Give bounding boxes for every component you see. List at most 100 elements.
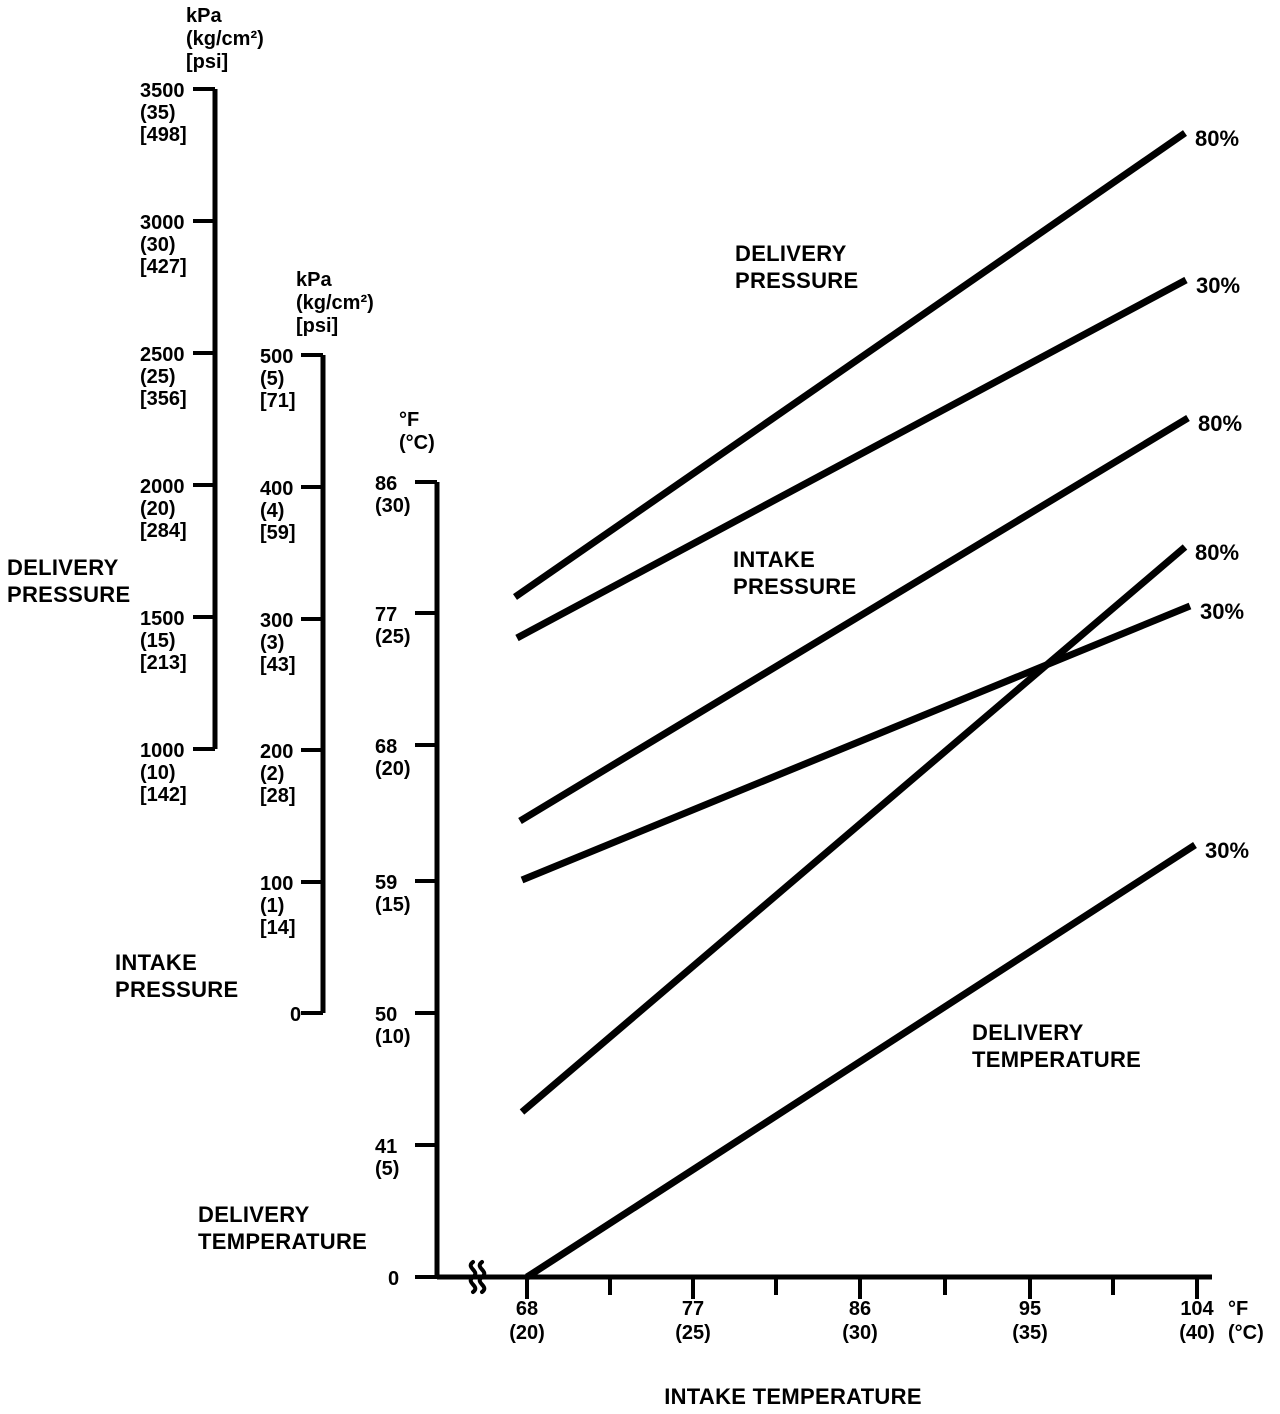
tick-label: 200 — [260, 741, 293, 763]
tick-label: 2000 — [140, 476, 185, 498]
tick-label: (25) — [675, 1322, 711, 1344]
x-axis: 68(20) 77(25) 86(30) 95(35) 104(40) °F(°C) — [437, 1260, 1264, 1344]
delivery-temperature-30: 30% — [525, 838, 1249, 1280]
delivery-temperature-plot-label: DELIVERY TEMPERATURE — [972, 1020, 1142, 1072]
tick-label: 77 — [375, 604, 397, 626]
x-axis-title: INTAKE TEMPERATURE — [664, 1384, 922, 1409]
axis-unit-header: °F — [1228, 1298, 1248, 1320]
tick-label: 3000 — [140, 212, 185, 234]
tick-label: (10) — [375, 1026, 411, 1048]
axis-unit-header: °F — [399, 409, 419, 431]
tick-label: [284] — [140, 520, 187, 542]
tick-label: 0 — [388, 1268, 399, 1290]
tick-label: 300 — [260, 610, 293, 632]
tick-label: (35) — [140, 102, 176, 124]
delivery-pressure-30: 30% — [515, 273, 1240, 642]
tick-label: [28] — [260, 785, 296, 807]
axis-unit-header: (°C) — [399, 432, 435, 454]
tick-label: (40) — [1179, 1322, 1215, 1344]
tick-label: [71] — [260, 390, 296, 412]
delivery-temperature-80: 80% — [519, 540, 1239, 1115]
axis-unit-header: [psi] — [186, 51, 228, 73]
intake-pressure-30-line — [520, 602, 1192, 884]
intake-pressure-80-line — [518, 415, 1190, 824]
delivery-temperature-axis-title: DELIVERY TEMPERATURE — [198, 1202, 368, 1254]
tick-label: (20) — [509, 1322, 545, 1344]
tick-label: (15) — [140, 630, 176, 652]
tick-label: (10) — [140, 762, 176, 784]
delivery-pressure-scale: kPa(kg/cm²)[psi]3500(35)[498] 3000(30)[42… — [140, 5, 264, 806]
intake-pressure-30: 30% — [520, 599, 1244, 884]
tick-label: [213] — [140, 652, 187, 674]
tick-label: 68 — [375, 736, 397, 758]
delivery-pressure-axis-title: DELIVERY PRESSURE — [7, 555, 131, 607]
tick-label: [142] — [140, 784, 187, 806]
intake-pressure-axis-title: INTAKE PRESSURE — [115, 950, 239, 1002]
tick-label: (25) — [375, 626, 411, 648]
tick-label: 41 — [375, 1136, 397, 1158]
tick-label: [59] — [260, 522, 296, 544]
axis-break-icon — [468, 1260, 478, 1294]
intake-pressure-plot-label: INTAKE PRESSURE — [733, 547, 857, 599]
delivery-pressure-30-label: 30% — [1196, 273, 1240, 298]
tick-label: 86 — [375, 473, 397, 495]
delivery-temperature-30-line — [525, 842, 1197, 1280]
tick-label: [427] — [140, 256, 187, 278]
tick-label: (20) — [140, 498, 176, 520]
tick-label: 86 — [849, 1298, 871, 1320]
tick-label: 77 — [682, 1298, 704, 1320]
tick-label: (2) — [260, 763, 284, 785]
tick-label: [14] — [260, 917, 296, 939]
tick-label: 1500 — [140, 608, 185, 630]
tick-label: (1) — [260, 895, 284, 917]
intake-pressure-scale: kPa(kg/cm²)[psi]500(5)[71]400(4)[59]300(… — [260, 269, 374, 1026]
tick-label: (30) — [140, 234, 176, 256]
intake-pressure-80: 80% — [518, 411, 1242, 824]
tick-label: 95 — [1019, 1298, 1041, 1320]
tick-label: [43] — [260, 654, 296, 676]
tick-label: 68 — [516, 1298, 538, 1320]
axis-unit-header: (°C) — [1228, 1322, 1264, 1344]
delivery-pressure-80-line — [513, 130, 1187, 600]
axis-break-icon — [477, 1260, 487, 1294]
delivery-pressure-80-label: 80% — [1195, 126, 1239, 151]
tick-label: (3) — [260, 632, 284, 654]
tick-label: (25) — [140, 366, 176, 388]
tick-label: (5) — [260, 368, 284, 390]
tick-label: 2500 — [140, 344, 185, 366]
delivery-temperature-80-line — [519, 544, 1188, 1115]
delivery-temperature-30-label: 30% — [1205, 838, 1249, 863]
axis-unit-header: kPa — [186, 5, 222, 27]
delivery-temperature-scale: °F(°C)86(30) 77(25) 68(20) 59(15) 50(10) 41(5… — [375, 409, 440, 1290]
tick-label: 500 — [260, 346, 293, 368]
tick-label: (15) — [375, 894, 411, 916]
tick-label: 59 — [375, 872, 397, 894]
intake-pressure-30-label: 30% — [1200, 599, 1244, 624]
tick-label: 3500 — [140, 80, 185, 102]
delivery-temperature-80-label: 80% — [1195, 540, 1239, 565]
tick-label: (5) — [375, 1158, 399, 1180]
tick-label: (30) — [842, 1322, 878, 1344]
tick-label: 400 — [260, 478, 293, 500]
tick-label: 1000 — [140, 740, 185, 762]
tick-label: [498] — [140, 124, 187, 146]
tick-label: (35) — [1012, 1322, 1048, 1344]
delivery-pressure-80: 80% — [513, 126, 1239, 600]
tick-label: 50 — [375, 1004, 397, 1026]
delivery-pressure-plot-label: DELIVERY PRESSURE — [735, 241, 859, 293]
axis-unit-header: kPa — [296, 269, 332, 291]
axis-unit-header: [psi] — [296, 315, 338, 337]
tick-label: (30) — [375, 495, 411, 517]
tick-label: 100 — [260, 873, 293, 895]
tick-label: (4) — [260, 500, 284, 522]
axis-unit-header: (kg/cm²) — [186, 28, 264, 50]
intake-pressure-80-label: 80% — [1198, 411, 1242, 436]
tick-label: [356] — [140, 388, 187, 410]
tick-label: 104 — [1180, 1298, 1214, 1320]
tick-label: (20) — [375, 758, 411, 780]
delivery-pressure-30-line — [515, 276, 1188, 642]
tick-label: 0 — [290, 1004, 301, 1026]
axis-unit-header: (kg/cm²) — [296, 292, 374, 314]
